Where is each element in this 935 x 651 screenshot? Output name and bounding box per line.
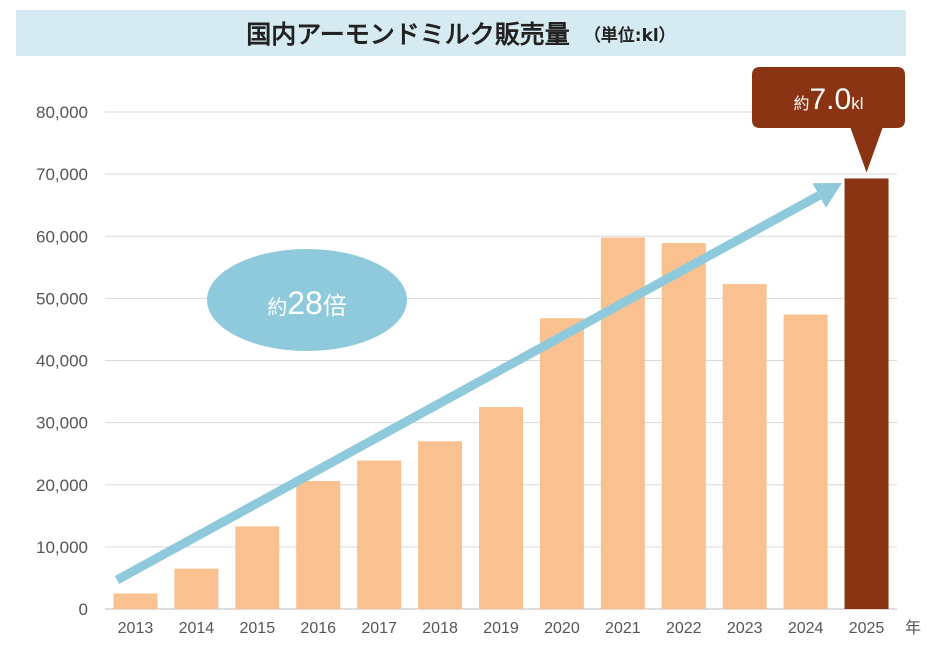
bar-2013 bbox=[113, 593, 158, 609]
y-tick-label: 0 bbox=[79, 600, 88, 619]
growth-ellipse bbox=[207, 249, 407, 351]
y-tick-label: 20,000 bbox=[36, 476, 88, 495]
chart-unit-label: （単位:kl） bbox=[583, 25, 676, 46]
bar-2018 bbox=[418, 441, 463, 609]
trend-arrow-shaft bbox=[114, 191, 822, 584]
x-tick-label: 2013 bbox=[118, 620, 154, 637]
callout-value: 7.0 bbox=[810, 83, 852, 116]
growth-badge: 約28倍 bbox=[207, 249, 407, 351]
trend-arrow bbox=[114, 183, 842, 584]
callout-prefix: 約 bbox=[793, 94, 809, 113]
x-tick-label: 2014 bbox=[179, 620, 215, 637]
value-callout: 約7.0kl bbox=[752, 67, 905, 173]
x-tick-label: 2020 bbox=[544, 620, 580, 637]
y-tick-label: 10,000 bbox=[36, 538, 88, 557]
y-tick-label: 40,000 bbox=[36, 352, 88, 371]
x-tick-label: 2018 bbox=[422, 620, 458, 637]
bar-2016 bbox=[296, 481, 341, 609]
y-axis-ticks: 0 10,000 20,000 30,000 40,000 50,000 60,000 70,… bbox=[36, 103, 88, 619]
bar-2015 bbox=[235, 526, 280, 609]
y-tick-label: 50,000 bbox=[36, 289, 88, 308]
y-tick-label: 70,000 bbox=[36, 165, 88, 184]
chart-title: 国内アーモンドミルク販売量 bbox=[246, 20, 570, 49]
callout-label: 約7.0kl bbox=[793, 83, 863, 116]
x-tick-label: 2021 bbox=[605, 620, 641, 637]
callout-shape bbox=[752, 67, 905, 173]
x-tick-label: 2015 bbox=[240, 620, 276, 637]
growth-prefix: 約 bbox=[267, 295, 287, 319]
bar-2014 bbox=[174, 568, 219, 609]
growth-suffix: 倍 bbox=[323, 292, 347, 320]
x-tick-label: 2016 bbox=[300, 620, 336, 637]
x-tick-label: 2022 bbox=[666, 620, 702, 637]
x-tick-label: 2017 bbox=[361, 620, 397, 637]
x-axis-unit: 年 bbox=[905, 619, 921, 637]
y-tick-label: 60,000 bbox=[36, 227, 88, 246]
x-tick-label: 2025 bbox=[849, 620, 885, 637]
trend-arrow-head bbox=[812, 183, 842, 208]
growth-value: 28 bbox=[287, 285, 323, 321]
bar-2024 bbox=[783, 314, 828, 609]
x-axis-ticks: 2013 2014 2015 2016 2017 2018 2019 2020 2021 2022… bbox=[118, 620, 885, 637]
y-tick-label: 80,000 bbox=[36, 103, 88, 122]
growth-label: 約28倍 bbox=[267, 285, 347, 321]
bar-2019 bbox=[479, 407, 523, 609]
bar-2023 bbox=[722, 284, 767, 609]
x-tick-label: 2019 bbox=[483, 620, 519, 637]
bar-2017 bbox=[357, 460, 402, 609]
bar-2020 bbox=[539, 318, 584, 609]
x-tick-label: 2024 bbox=[788, 620, 824, 637]
chart-title-bar: 国内アーモンドミルク販売量 （単位:kl） bbox=[16, 10, 906, 56]
bar-2022 bbox=[661, 243, 706, 610]
x-tick-label: 2023 bbox=[727, 620, 763, 637]
y-tick-label: 30,000 bbox=[36, 414, 88, 433]
bar-2025 bbox=[844, 178, 889, 609]
callout-unit: kl bbox=[851, 94, 863, 113]
bars bbox=[113, 178, 889, 610]
